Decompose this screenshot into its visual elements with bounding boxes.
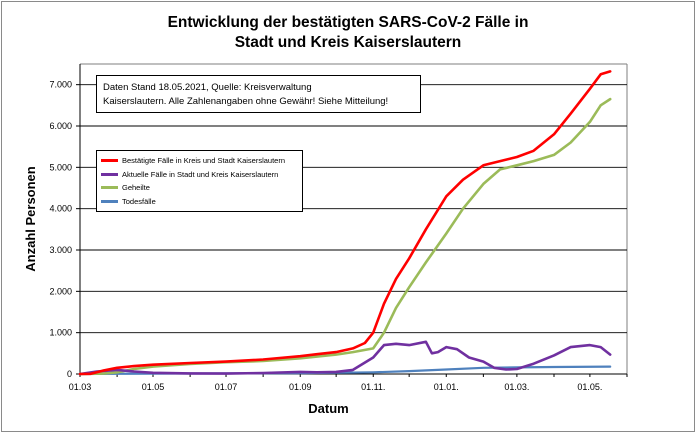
x-tick-label: 01.03 <box>69 382 92 392</box>
x-tick-label: 01.05 <box>142 382 165 392</box>
x-tick-label: 01.03. <box>504 382 529 392</box>
note-line-2: Kaiserslautern. Alle Zahlenangaben ohne … <box>103 96 389 107</box>
note-line-1: Daten Stand 18.05.2021, Quelle: Kreisver… <box>103 82 312 93</box>
x-tick-label: 01.11. <box>361 382 385 392</box>
legend-swatch-active <box>101 172 118 176</box>
legend-label-confirmed: Bestätigte Fälle in Kreis und Stadt Kais… <box>122 156 286 165</box>
legend-swatch-recovered <box>101 186 118 190</box>
y-tick-label: 3.000 <box>49 245 72 255</box>
y-tick-label: 5.000 <box>49 162 72 172</box>
series-line <box>78 70 612 376</box>
x-tick-label: 01.05. <box>577 382 602 392</box>
y-axis-title: Anzahl Personen <box>23 166 38 272</box>
data-source-note: Daten Stand 18.05.2021, Quelle: Kreisver… <box>96 75 421 113</box>
x-axis-title: Datum <box>308 401 348 416</box>
y-tick-label: 2.000 <box>49 286 72 296</box>
y-tick-label: 0 <box>67 369 72 379</box>
legend-label-recovered: Geheilte <box>122 183 150 192</box>
chart-title-line-2: Stadt und Kreis Kaiserslautern <box>234 34 462 51</box>
y-tick-label: 7.000 <box>49 80 72 90</box>
x-tick-label: 01.01. <box>434 382 459 392</box>
y-tick-label: 6.000 <box>49 121 72 131</box>
legend-label-deaths: Todesfälle <box>122 196 156 206</box>
chart-title-line-1: Entwicklung der bestätigten SARS-CoV-2 F… <box>167 14 529 31</box>
legend-label-active: Aktuelle Fälle in Stadt und Kreis Kaiser… <box>122 169 279 179</box>
legend-swatch-deaths <box>101 199 118 203</box>
chart-legend: Bestätigte Fälle in Kreis und Stadt Kais… <box>96 150 303 212</box>
chart-title: Entwicklung der bestätigten SARS-CoV-2 F… <box>0 13 696 53</box>
series-line <box>78 97 612 376</box>
legend-item-confirmed: Bestätigte Fälle in Kreis und Stadt Kais… <box>101 154 298 168</box>
x-tick-label: 01.07 <box>215 382 238 392</box>
series-line <box>78 340 612 376</box>
legend-item-active: Aktuelle Fälle in Stadt und Kreis Kaiser… <box>101 168 298 182</box>
legend-item-deaths: Todesfälle <box>101 195 298 209</box>
legend-item-recovered: Geheilte <box>101 181 298 195</box>
legend-swatch-confirmed <box>101 159 118 163</box>
y-tick-label: 4.000 <box>49 204 72 214</box>
x-tick-label: 01.09 <box>289 382 312 392</box>
y-tick-label: 1.000 <box>49 328 72 338</box>
